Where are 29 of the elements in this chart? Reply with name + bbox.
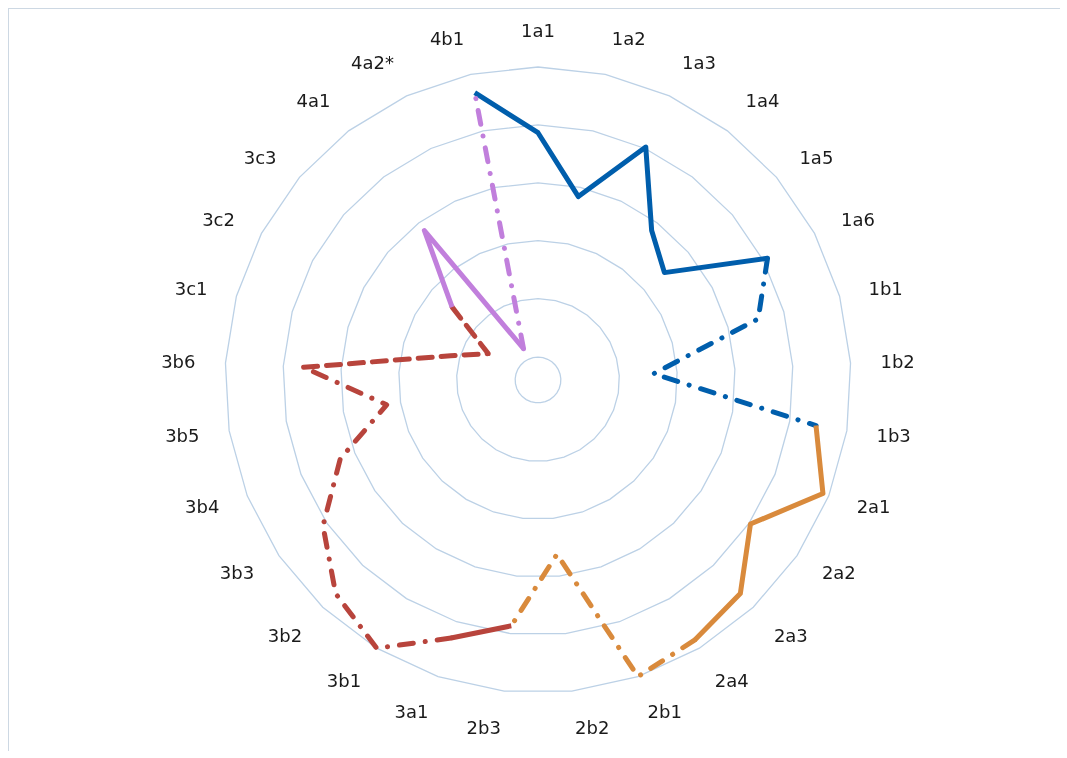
spoke-label: 2a1	[856, 496, 891, 518]
spoke-label: 1a1	[521, 20, 555, 41]
spoke-label: 3b3	[219, 561, 255, 583]
spoke-label: 3b4	[185, 496, 220, 518]
spoke-label: 2a4	[714, 669, 749, 691]
spoke-label: 1a5	[799, 147, 834, 169]
spoke-label: 4a1	[296, 89, 331, 111]
spoke-label: 1b3	[876, 424, 911, 446]
spoke-label: 1a4	[745, 89, 780, 111]
spoke-label: 3a1	[394, 700, 429, 722]
spoke-label: 3c3	[243, 147, 277, 169]
spoke-label: 2a3	[773, 624, 808, 646]
spoke-label: 1b1	[868, 277, 903, 299]
spoke-label: 2b2	[575, 716, 610, 738]
spoke-label: 2b3	[466, 716, 501, 738]
spoke-label: 3b5	[165, 424, 200, 446]
spoke-label: 1a3	[682, 51, 716, 73]
spoke-label: 3b2	[267, 624, 303, 646]
spoke-label: 4a2*	[351, 51, 394, 73]
spoke-label: 3b1	[326, 669, 362, 691]
spoke-label: 1b2	[880, 350, 915, 372]
spoke-label: 2a2	[821, 561, 856, 583]
spoke-label: 4b1	[429, 28, 465, 50]
spoke-label: 1a2	[611, 28, 646, 50]
spoke-label: 3c2	[202, 208, 235, 230]
spoke-label: 3c1	[174, 277, 208, 299]
spoke-label: 2b1	[647, 700, 682, 722]
spoke-label: 1a6	[841, 208, 875, 230]
spoke-label: 3b6	[161, 350, 196, 372]
